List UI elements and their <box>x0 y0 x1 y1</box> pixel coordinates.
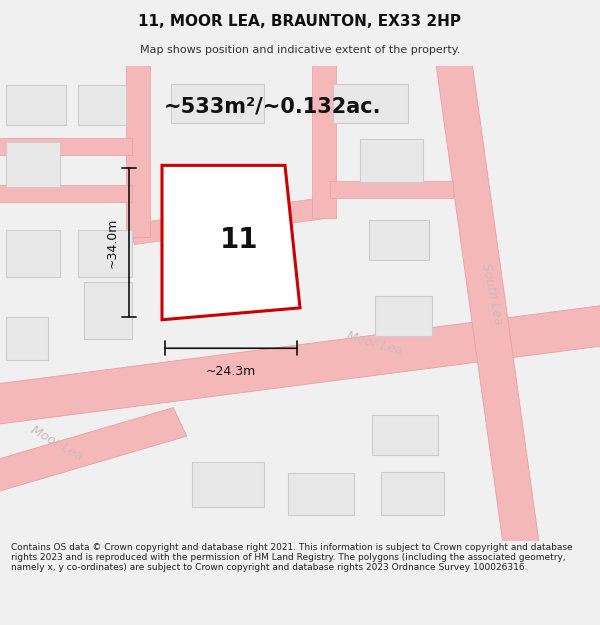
Bar <box>6 84 66 125</box>
Text: ~24.3m: ~24.3m <box>206 365 256 378</box>
Bar <box>369 220 429 261</box>
Text: South Lea: South Lea <box>479 262 505 326</box>
Bar <box>6 318 48 360</box>
Bar <box>372 415 438 455</box>
Text: Moor Lea: Moor Lea <box>29 423 85 463</box>
Bar <box>6 229 60 277</box>
Bar <box>192 462 264 508</box>
Polygon shape <box>0 302 600 428</box>
Polygon shape <box>0 138 132 155</box>
Text: Contains OS data © Crown copyright and database right 2021. This information is : Contains OS data © Crown copyright and d… <box>11 542 572 572</box>
Bar <box>201 262 270 306</box>
Bar <box>6 142 60 187</box>
Polygon shape <box>0 186 132 202</box>
Text: Moor Lea: Moor Lea <box>346 329 404 357</box>
Polygon shape <box>312 56 336 218</box>
Polygon shape <box>0 408 187 498</box>
Bar <box>84 282 132 339</box>
Text: ~34.0m: ~34.0m <box>105 217 118 268</box>
Text: 11, MOOR LEA, BRAUNTON, EX33 2HP: 11, MOOR LEA, BRAUNTON, EX33 2HP <box>139 14 461 29</box>
Text: Map shows position and indicative extent of the property.: Map shows position and indicative extent… <box>140 44 460 54</box>
Text: ~533m²/~0.132ac.: ~533m²/~0.132ac. <box>164 96 382 116</box>
Bar <box>381 472 444 514</box>
Polygon shape <box>435 54 540 552</box>
Bar <box>171 84 264 122</box>
Bar <box>288 472 354 514</box>
Bar <box>360 139 423 182</box>
Polygon shape <box>330 181 453 198</box>
Bar <box>375 296 432 336</box>
Bar <box>78 229 132 277</box>
Text: 11: 11 <box>220 226 259 254</box>
Bar <box>78 84 126 125</box>
Polygon shape <box>162 166 300 320</box>
Polygon shape <box>126 56 150 237</box>
Bar <box>333 84 408 122</box>
Polygon shape <box>130 198 326 244</box>
